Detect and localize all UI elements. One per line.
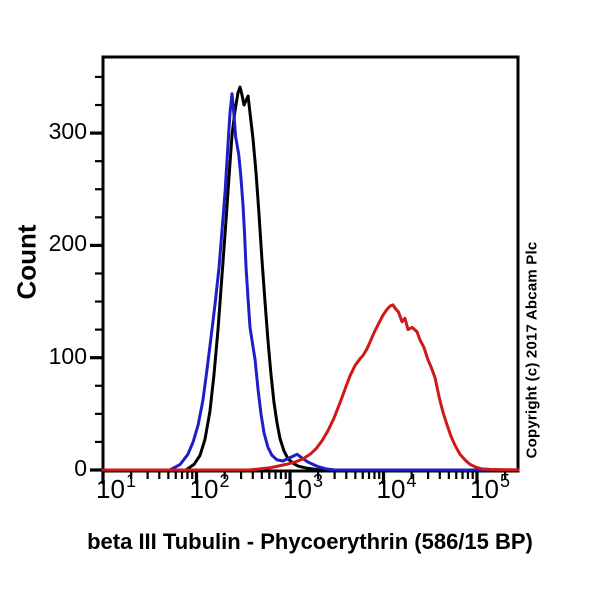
x-tick-exponent: 5 [499,471,510,491]
copyright-text: Copyright (c) 2017 Abcam Plc [523,241,541,459]
x-tick-label: 104 [376,471,417,505]
x-tick-base: 10 [470,474,499,504]
x-axis-title: beta III Tubulin - Phycoerythrin (586/15… [87,529,533,554]
plot-border [101,55,520,473]
x-tick-exponent: 3 [312,471,323,491]
y-tick-label: 0 [74,455,87,481]
x-tick-label: 101 [96,471,136,505]
x-tick-base: 10 [283,474,312,504]
x-tick-base: 10 [376,474,406,504]
red-histogram-curve [101,303,520,472]
blue-histogram-curve [101,92,520,472]
black-histogram-curve [101,85,520,472]
x-tick-label: 105 [470,471,510,505]
y-tick-label: 200 [48,230,87,257]
y-tick-label: 100 [48,342,87,369]
x-tick-label: 103 [283,471,323,505]
x-tick-exponent: 4 [406,471,417,491]
y-tick-label: 300 [48,118,87,145]
x-tick-base: 10 [189,474,219,504]
x-tick-exponent: 1 [125,471,136,491]
x-tick-exponent: 2 [219,471,230,491]
x-tick-base: 10 [96,474,125,504]
x-tick-label: 102 [189,471,230,505]
